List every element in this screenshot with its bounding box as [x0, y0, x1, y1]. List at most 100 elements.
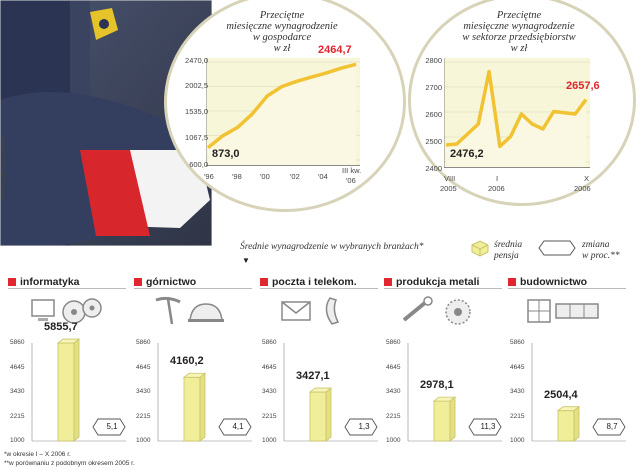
bar-chart-panel [407, 343, 502, 442]
category-label: informatyka [20, 276, 80, 288]
right-chart-title-line: miesięczne wynagrodzenie [463, 21, 575, 32]
bar-y-tick: 2215 [136, 412, 151, 420]
legend-hex-label: zmiana w proc.** [582, 240, 620, 262]
left-chart-title-line: w zł [273, 43, 291, 54]
change-badge [344, 418, 378, 436]
legend-hex-line: w proc.** [582, 251, 620, 261]
bars-subtitle: Średnie wynagrodzenie w wybranych branża… [240, 242, 424, 252]
bar-y-tick: 4645 [10, 363, 25, 371]
bar-y-tick: 3430 [510, 388, 525, 395]
bar-y-tick: 1000 [510, 437, 525, 444]
left-x-tick: '06 [346, 176, 356, 185]
left-x-tick: '96 [204, 172, 214, 181]
bar-value-label: 4160,2 [170, 355, 204, 368]
right-y-tick: 2500 [425, 137, 442, 146]
right-line-chart [444, 58, 590, 168]
left-y-tick: 600,0 [189, 160, 208, 169]
left-end-label: 2464,7 [318, 44, 352, 56]
change-badge [592, 418, 626, 436]
bar-y-tick: 3430 [262, 388, 277, 395]
left-chart-area [208, 64, 356, 166]
bar-y-tick: 1000 [10, 437, 25, 444]
legend-bar-line: średnia [494, 240, 523, 250]
legend-hex-line: zmiana [582, 240, 610, 250]
bar-side [449, 396, 456, 442]
right-y-tick: 2700 [425, 83, 442, 92]
red-square-icon [508, 278, 516, 286]
right-chart-title-line: w zł [510, 43, 528, 54]
industry-icon [276, 296, 356, 331]
bar-y-tick: 4645 [386, 363, 401, 371]
right-y-tick: 2800 [425, 56, 442, 65]
panel-header: produkcja metali [384, 272, 502, 289]
right-end-label: 2657,6 [566, 80, 600, 92]
change-badge [218, 418, 252, 436]
left-chart-title: Przeciętne miesięczne wynagrodzenie w go… [212, 10, 352, 54]
right-chart-title-line: w sektorze przedsiębiorstw [462, 32, 576, 43]
left-y-tick: 2470,0 [185, 56, 208, 65]
category-label: poczta i telekom. [272, 276, 357, 288]
panel-header: poczta i telekom. [260, 272, 378, 289]
bar-y-tick: 4645 [262, 363, 277, 371]
bar-side [73, 338, 80, 442]
bar-y-tick: 2215 [262, 412, 277, 420]
right-x-tick: 2006 [574, 184, 591, 193]
bar-y-tick: 3430 [386, 388, 401, 395]
down-arrow-icon: ▼ [242, 256, 250, 265]
footnote: *w okresie I – X 2006 r. [4, 451, 71, 458]
bar-y-tick: 2215 [10, 412, 25, 420]
left-x-tick: '04 [318, 172, 328, 181]
bar-y-tick: 2215 [386, 412, 401, 420]
bar [57, 342, 75, 442]
left-y-tick: 1535,0 [185, 107, 208, 116]
bar-value-label: 5855,7 [44, 321, 78, 334]
right-x-tick: 2006 [488, 184, 505, 193]
bar-y-tick: 3430 [136, 388, 151, 395]
bar [433, 400, 451, 442]
bar-y-tick: 5860 [10, 339, 25, 346]
right-chart-area [446, 71, 586, 168]
right-chart-series-line [445, 69, 588, 149]
bar-y-tick: 5860 [262, 339, 277, 346]
bar-chart-panel [31, 338, 126, 442]
red-square-icon [384, 278, 392, 286]
bar [183, 376, 201, 442]
panel-header: budownictwo [508, 272, 626, 289]
bar-side [199, 372, 206, 442]
right-chart-title: Przeciętne miesięczne wynagrodzenie w se… [444, 10, 594, 54]
change-label: 1,3 [358, 422, 370, 431]
right-y-tick: 2400 [425, 164, 442, 173]
change-label: 11,3 [480, 422, 496, 431]
change-badge [468, 418, 502, 436]
left-x-tick: '98 [232, 172, 242, 181]
bar-y-tick: 5860 [386, 339, 401, 346]
right-start-label: 2476,2 [450, 148, 484, 160]
hexagon-icon [538, 240, 576, 256]
change-badge [92, 418, 126, 436]
red-square-icon [260, 278, 268, 286]
change-label: 5,1 [106, 422, 118, 431]
bar-value-label: 2504,4 [544, 388, 578, 401]
industry-icon [400, 296, 480, 331]
bar [309, 391, 327, 442]
right-chart-title-line: Przeciętne [496, 10, 542, 21]
industry-icon [524, 296, 604, 331]
industry-icon [150, 296, 230, 331]
left-start-label: 873,0 [212, 148, 240, 160]
category-label: produkcja metali [396, 276, 480, 288]
left-x-tick: III kw. [342, 166, 362, 175]
industry-icon [24, 296, 104, 331]
category-label: górnictwo [146, 276, 197, 288]
bar-y-tick: 1000 [386, 437, 401, 444]
right-x-tick: 2005 [440, 184, 457, 193]
bar-y-tick: 5860 [136, 339, 151, 346]
photo-credit: FOT. KUBA KRZYSIAK [1, 135, 7, 198]
bar-value-label: 3427,1 [296, 370, 330, 383]
left-chart-title-line: Przeciętne [259, 10, 305, 21]
bar-side [573, 405, 580, 442]
bar-y-tick: 5860 [510, 339, 525, 346]
footnote: **w porównaniu z podobnym okresem 2005 r… [4, 460, 135, 467]
left-x-tick: '02 [290, 172, 300, 181]
left-chart-series-line [206, 62, 357, 150]
change-label: 4,1 [232, 422, 244, 431]
